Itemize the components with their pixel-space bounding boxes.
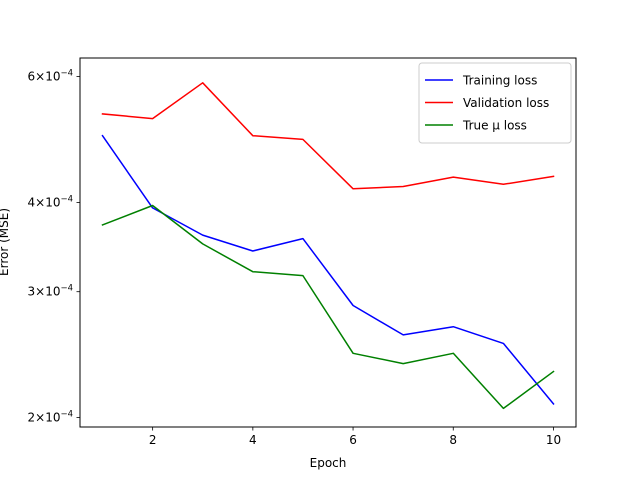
x-tick-label: 6 (349, 433, 357, 447)
x-tick-label: 8 (449, 433, 457, 447)
x-axis-label: Epoch (310, 456, 347, 470)
x-axis: 2 4 6 8 10 (149, 427, 561, 447)
x-tick-label: 10 (546, 433, 561, 447)
y-tick-label: 2×10−4 (27, 410, 73, 425)
y-axis-label: Error (MSE) (0, 208, 11, 276)
legend-label: True μ loss (462, 119, 527, 133)
x-tick-label: 4 (249, 433, 257, 447)
y-tick-label: 6×10−4 (27, 69, 73, 84)
legend-label: Training loss (462, 74, 537, 88)
legend: Training loss Validation loss True μ loss (418, 62, 572, 144)
series-line-1 (101, 134, 555, 405)
y-tick-label: 4×10−4 (27, 194, 73, 209)
legend-label: Validation loss (463, 96, 549, 110)
legend-box (418, 62, 572, 144)
y-tick-label: 3×10−4 (27, 284, 73, 299)
series-line-2 (101, 82, 555, 190)
series-layer (101, 82, 555, 410)
x-tick-label: 2 (149, 433, 157, 447)
y-axis: 2×10−4 3×10−4 4×10−4 6×10−4 (27, 69, 80, 425)
series-line-3 (101, 204, 555, 410)
plot-frame (79, 57, 577, 428)
